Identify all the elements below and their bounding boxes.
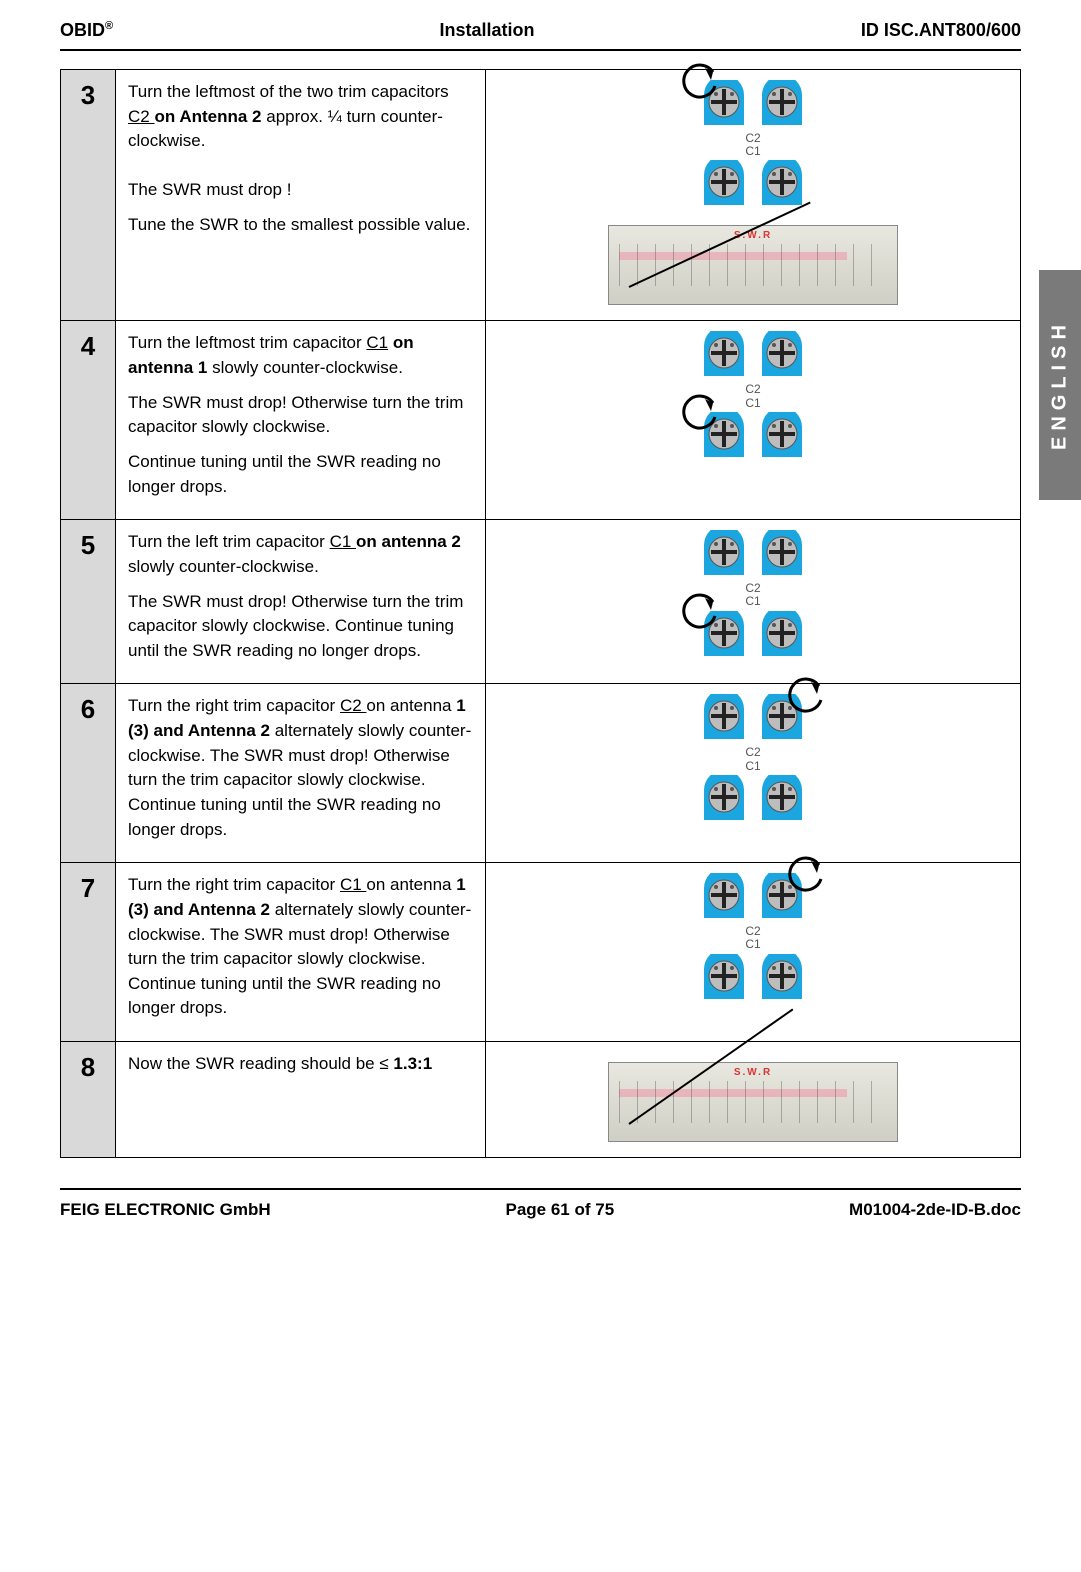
step-illustration: C2C1: [486, 863, 1021, 1042]
step-text: The SWR must drop! Otherwise turn the tr…: [128, 391, 473, 440]
step-text: The SWR must drop! Otherwise turn the tr…: [128, 590, 473, 664]
step-description: Turn the leftmost of the two trim capaci…: [116, 70, 486, 321]
footer-left: FEIG ELECTRONIC GmbH: [60, 1200, 271, 1220]
capacitor-diagram: C2C1: [699, 530, 807, 660]
step-illustration: C2C1 S.W.R: [486, 70, 1021, 321]
brand-sup: ®: [105, 20, 113, 32]
cap-c1-right: [757, 775, 807, 825]
step-row: 6Turn the right trim capacitor C2 on ant…: [61, 684, 1021, 863]
step-description: Turn the left trim capacitor C1 on anten…: [116, 520, 486, 684]
cap-c1-right: [757, 954, 807, 1004]
capacitor-diagram: C2C1: [699, 80, 807, 210]
step-text: Continue tuning until the SWR reading no…: [128, 450, 473, 499]
cap-c1-right: [757, 611, 807, 661]
step-description: Turn the leftmost trim capacitor C1 on a…: [116, 321, 486, 520]
page-footer: FEIG ELECTRONIC GmbH Page 61 of 75 M0100…: [60, 1188, 1021, 1220]
capacitor-diagram: C2C1: [699, 694, 807, 824]
swr-meter: S.W.R: [608, 225, 898, 305]
step-description: Now the SWR reading should be ≤ 1.3:1: [116, 1042, 486, 1158]
cap-c2-left: [699, 331, 749, 381]
step-illustration: C2C1: [486, 520, 1021, 684]
cap-labels: C2C1: [699, 925, 807, 951]
step-row: 3Turn the leftmost of the two trim capac…: [61, 70, 1021, 321]
cap-c2-right: [757, 873, 807, 923]
cap-c2-left: [699, 530, 749, 580]
capacitor-diagram: C2C1: [699, 873, 807, 1003]
step-number: 8: [61, 1042, 116, 1158]
step-number: 5: [61, 520, 116, 684]
step-row: 8 Now the SWR reading should be ≤ 1.3:1 S…: [61, 1042, 1021, 1158]
footer-right: M01004-2de-ID-B.doc: [849, 1200, 1021, 1220]
cap-c1-left: [699, 160, 749, 210]
cap-c2-right: [757, 530, 807, 580]
cap-c2-left: [699, 873, 749, 923]
cap-c1-right: [757, 412, 807, 462]
step-description: Turn the right trim capacitor C1 on ante…: [116, 863, 486, 1042]
step-number: 4: [61, 321, 116, 520]
page-header: OBID® Installation ID ISC.ANT800/600: [60, 20, 1021, 51]
brand: OBID: [60, 20, 105, 40]
step-number: 6: [61, 684, 116, 863]
step-description: Turn the right trim capacitor C2 on ante…: [116, 684, 486, 863]
cap-c2-left: [699, 80, 749, 130]
cap-c2-left: [699, 694, 749, 744]
step-illustration: S.W.R: [486, 1042, 1021, 1158]
step-text: Tune the SWR to the smallest possible va…: [128, 213, 473, 238]
cap-c1-right: [757, 160, 807, 210]
cap-c2-right: [757, 331, 807, 381]
step-text: Turn the right trim capacitor C2 on ante…: [128, 694, 473, 842]
step-illustration: C2C1: [486, 684, 1021, 863]
step-text: Now the SWR reading should be ≤ 1.3:1: [128, 1052, 473, 1077]
step-text: Turn the leftmost trim capacitor C1 on a…: [128, 331, 473, 380]
swr-meter: S.W.R: [608, 1062, 898, 1142]
cap-labels: C2C1: [699, 132, 807, 158]
step-illustration: C2C1: [486, 321, 1021, 520]
step-row: 7Turn the right trim capacitor C1 on ant…: [61, 863, 1021, 1042]
cap-c1-left: [699, 775, 749, 825]
step-text: Turn the leftmost of the two trim capaci…: [128, 80, 473, 154]
language-tab: ENGLISH: [1039, 270, 1081, 500]
cap-labels: C2C1: [699, 383, 807, 409]
cap-c2-right: [757, 80, 807, 130]
cap-c1-left: [699, 954, 749, 1004]
header-right: ID ISC.ANT800/600: [861, 20, 1021, 41]
cap-labels: C2C1: [699, 746, 807, 772]
step-row: 4Turn the leftmost trim capacitor C1 on …: [61, 321, 1021, 520]
step-text: Turn the left trim capacitor C1 on anten…: [128, 530, 473, 579]
capacitor-diagram: C2C1: [699, 331, 807, 461]
step-number: 7: [61, 863, 116, 1042]
cap-labels: C2C1: [699, 582, 807, 608]
step-text: Turn the right trim capacitor C1 on ante…: [128, 873, 473, 1021]
cap-c2-right: [757, 694, 807, 744]
header-center: Installation: [440, 20, 535, 41]
step-row: 5Turn the left trim capacitor C1 on ante…: [61, 520, 1021, 684]
cap-c1-left: [699, 412, 749, 462]
step-number: 3: [61, 70, 116, 321]
header-left: OBID®: [60, 20, 113, 41]
step-text: The SWR must drop !: [128, 178, 473, 203]
footer-center: Page 61 of 75: [506, 1200, 615, 1220]
cap-c1-left: [699, 611, 749, 661]
steps-table: 3Turn the leftmost of the two trim capac…: [60, 69, 1021, 1158]
